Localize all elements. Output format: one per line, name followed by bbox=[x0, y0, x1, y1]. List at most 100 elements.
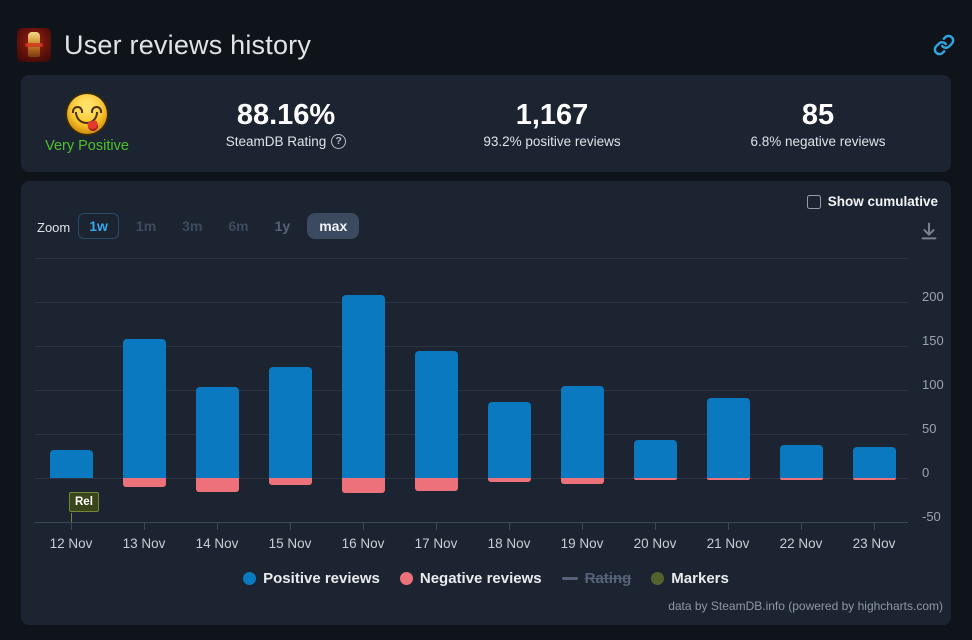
zoom-option-1w[interactable]: 1w bbox=[78, 213, 119, 239]
legend-label: Rating bbox=[584, 570, 632, 587]
gridline-150 bbox=[35, 346, 908, 347]
positive-bar-15-nov[interactable] bbox=[268, 367, 312, 478]
y-axis-label: 100 bbox=[922, 377, 944, 392]
gridline-100 bbox=[35, 390, 908, 391]
x-axis-label: 20 Nov bbox=[633, 536, 677, 551]
negative-count: 85 bbox=[801, 98, 835, 131]
gridline-0 bbox=[35, 478, 908, 479]
legend-label: Negative reviews bbox=[419, 570, 542, 587]
release-marker-flag[interactable]: Rel bbox=[69, 492, 99, 512]
legend-item-negative-reviews[interactable]: Negative reviews bbox=[399, 570, 542, 587]
x-axis-label: 23 Nov bbox=[852, 536, 896, 551]
y-axis-label: 200 bbox=[922, 289, 944, 304]
legend-item-rating[interactable]: Rating bbox=[561, 570, 632, 587]
positive-bar-20-nov[interactable] bbox=[633, 440, 677, 478]
x-axis-tick bbox=[144, 522, 145, 530]
x-axis-tick bbox=[728, 522, 729, 530]
y-axis-label: 0 bbox=[922, 465, 930, 480]
bar-chart-plot-area: 200 150 100 50 0 -50 12 Nov 13 Nov 14 Nov 15 Nov 1… bbox=[21, 181, 951, 625]
x-axis-tick bbox=[874, 522, 875, 530]
steamdb-rating-column: 88.16% SteamDB Rating ? bbox=[153, 99, 419, 149]
legend-label: Markers bbox=[671, 570, 729, 587]
page-title: User reviews history bbox=[64, 29, 312, 60]
x-axis-tick bbox=[71, 522, 72, 530]
negative-bar-14-nov[interactable] bbox=[195, 478, 239, 493]
negative-bar-17-nov[interactable] bbox=[414, 478, 458, 492]
sentiment-label: Very Positive bbox=[45, 137, 129, 154]
x-axis-label: 18 Nov bbox=[487, 536, 531, 551]
y-axis-label: 150 bbox=[922, 333, 944, 348]
game-capsule-icon[interactable] bbox=[17, 28, 51, 62]
negative-bar-15-nov[interactable] bbox=[268, 478, 312, 486]
negative-reviews-column: 85 6.8% negative reviews bbox=[685, 99, 951, 149]
x-axis-label: 22 Nov bbox=[779, 536, 823, 551]
y-axis-label: -50 bbox=[922, 509, 941, 524]
positive-bar-12-nov[interactable] bbox=[49, 449, 93, 478]
show-cumulative-checkbox[interactable] bbox=[806, 194, 821, 209]
positive-bar-19-nov[interactable] bbox=[560, 386, 604, 478]
gridline-250 bbox=[35, 258, 908, 259]
x-axis-label: 21 Nov bbox=[706, 536, 750, 551]
negative-bar-23-nov[interactable] bbox=[852, 478, 896, 480]
negative-bar-16-nov[interactable] bbox=[341, 478, 385, 493]
legend-item-markers[interactable]: Markers bbox=[651, 570, 729, 587]
steamdb-rating-text: SteamDB Rating bbox=[225, 133, 327, 149]
legend-dot-marker bbox=[243, 572, 257, 585]
zoom-option-max[interactable]: max bbox=[307, 213, 360, 239]
reviews-chart-panel: Show cumulative Zoom 1w 1m 3m 6m 1y max 200 15… bbox=[21, 181, 951, 625]
x-axis-label: 14 Nov bbox=[195, 536, 239, 551]
gridline-200 bbox=[35, 302, 908, 303]
steamdb-rating-value: 88.16% bbox=[236, 98, 336, 131]
legend-dot-marker bbox=[399, 572, 413, 585]
x-axis-tick bbox=[290, 522, 291, 530]
positive-count: 1,167 bbox=[515, 98, 589, 131]
help-icon[interactable]: ? bbox=[331, 133, 347, 149]
positive-reviews-column: 1,167 93.2% positive reviews bbox=[419, 99, 685, 149]
x-axis-tick bbox=[655, 522, 656, 530]
x-axis-tick bbox=[582, 522, 583, 530]
negative-bar-18-nov[interactable] bbox=[487, 478, 531, 482]
negative-bar-20-nov[interactable] bbox=[633, 478, 677, 480]
release-marker-stem bbox=[71, 513, 72, 522]
legend-dot-marker bbox=[651, 572, 665, 585]
negative-bar-13-nov[interactable] bbox=[122, 478, 166, 487]
zoom-option-1y[interactable]: 1y bbox=[274, 218, 291, 234]
gridline-50 bbox=[35, 434, 908, 435]
positive-bar-13-nov[interactable] bbox=[122, 338, 166, 478]
positive-bar-23-nov[interactable] bbox=[852, 447, 896, 478]
legend-label: Positive reviews bbox=[263, 570, 380, 587]
permalink-icon[interactable] bbox=[933, 34, 955, 56]
positive-bar-14-nov[interactable] bbox=[195, 387, 239, 478]
positive-bar-16-nov[interactable] bbox=[341, 294, 385, 478]
x-axis-tick bbox=[436, 522, 437, 530]
steamdb-rating-label: SteamDB Rating ? bbox=[225, 133, 347, 149]
zoom-option-6m[interactable]: 6m bbox=[228, 218, 249, 234]
x-axis-label: 15 Nov bbox=[268, 536, 312, 551]
x-axis-label: 12 Nov bbox=[49, 536, 93, 551]
zoom-option-1m[interactable]: 1m bbox=[135, 218, 157, 234]
page-header: User reviews history bbox=[17, 26, 955, 64]
x-axis-label: 17 Nov bbox=[414, 536, 458, 551]
review-summary-panel: Very Positive 88.16% SteamDB Rating ? 1,… bbox=[21, 75, 951, 172]
positive-bar-22-nov[interactable] bbox=[779, 445, 823, 478]
face-savoring-food-emoji bbox=[67, 93, 107, 134]
chart-credits: data by SteamDB.info (powered by highcha… bbox=[668, 599, 943, 613]
positive-bar-18-nov[interactable] bbox=[487, 402, 531, 478]
download-chart-icon[interactable] bbox=[918, 220, 940, 242]
show-cumulative-label: Show cumulative bbox=[827, 194, 938, 209]
y-axis-label: 50 bbox=[922, 421, 937, 436]
chart-legend: Positive reviews Negative reviews Rating Ma… bbox=[21, 570, 951, 587]
x-axis-tick bbox=[217, 522, 218, 530]
negative-bar-19-nov[interactable] bbox=[560, 478, 604, 485]
x-axis-label: 13 Nov bbox=[122, 536, 166, 551]
positive-label: 93.2% positive reviews bbox=[483, 133, 621, 149]
show-cumulative-toggle[interactable]: Show cumulative bbox=[806, 194, 938, 209]
legend-item-positive-reviews[interactable]: Positive reviews bbox=[243, 570, 380, 587]
negative-bar-21-nov[interactable] bbox=[706, 478, 750, 480]
negative-label: 6.8% negative reviews bbox=[750, 133, 886, 149]
positive-bar-17-nov[interactable] bbox=[414, 351, 458, 478]
zoom-option-3m[interactable]: 3m bbox=[182, 218, 203, 234]
positive-bar-21-nov[interactable] bbox=[706, 397, 750, 478]
x-axis-line bbox=[35, 522, 908, 523]
negative-bar-22-nov[interactable] bbox=[779, 478, 823, 480]
